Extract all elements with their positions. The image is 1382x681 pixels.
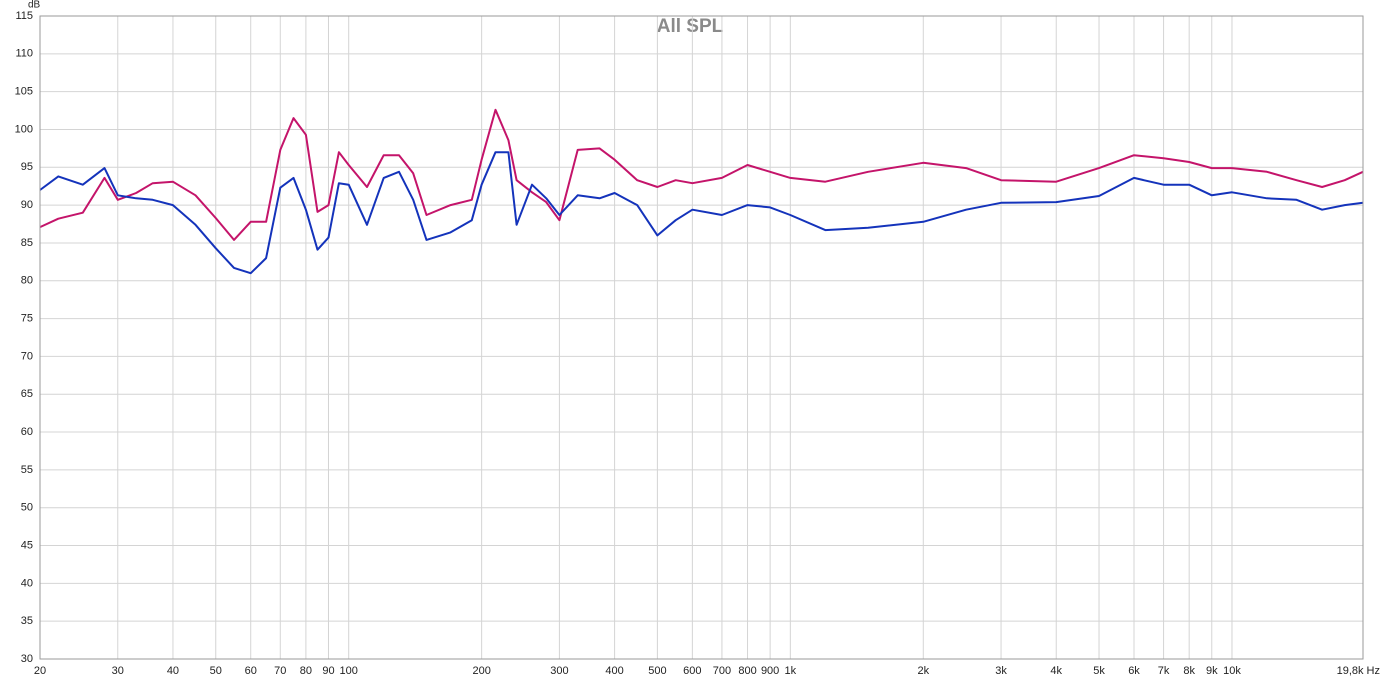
y-tick-label: 115 <box>15 10 33 22</box>
y-tick-label: 55 <box>21 464 33 476</box>
y-tick-label: 95 <box>21 161 33 173</box>
y-tick-label: 50 <box>21 502 33 514</box>
y-tick-label: 85 <box>21 237 33 249</box>
x-tick-label: 100 <box>340 665 358 677</box>
x-tick-label: 1k <box>785 665 797 677</box>
x-tick-label: 700 <box>713 665 731 677</box>
x-tick-label: 7k <box>1158 665 1170 677</box>
x-tick-label: 8k <box>1183 665 1195 677</box>
x-tick-label: 6k <box>1128 665 1140 677</box>
y-tick-label: 45 <box>21 539 33 551</box>
x-tick-label: 4k <box>1050 665 1062 677</box>
series-line <box>39 108 1364 241</box>
x-tick-label: 19,8k Hz <box>1337 665 1380 677</box>
series-line <box>39 151 1364 275</box>
y-tick-label: 75 <box>21 312 33 324</box>
x-tick-label: 50 <box>210 665 222 677</box>
plot-area <box>39 15 1364 660</box>
x-tick-label: 90 <box>322 665 334 677</box>
x-tick-label: 80 <box>300 665 312 677</box>
chart-title: All SPL <box>657 16 724 37</box>
x-tick-label: 10k <box>1223 665 1241 677</box>
x-tick-label: 40 <box>167 665 179 677</box>
y-tick-label: 65 <box>21 388 33 400</box>
x-tick-label: 2k <box>917 665 929 677</box>
x-tick-label: 200 <box>472 665 490 677</box>
y-tick-label: 100 <box>15 123 33 135</box>
x-tick-label: 600 <box>683 665 701 677</box>
x-tick-label: 900 <box>761 665 779 677</box>
y-axis-label: dB <box>28 0 41 11</box>
y-tick-label: 80 <box>21 275 33 287</box>
x-tick-label: 800 <box>738 665 756 677</box>
x-tick-label: 500 <box>648 665 666 677</box>
x-tick-label: 70 <box>274 665 286 677</box>
x-tick-label: 20 <box>34 665 46 677</box>
x-tick-label: 300 <box>550 665 568 677</box>
y-tick-label: 35 <box>21 615 33 627</box>
x-tick-label: 30 <box>112 665 124 677</box>
y-tick-label: 110 <box>15 48 33 60</box>
y-tick-label: 90 <box>21 199 33 211</box>
y-tick-label: 40 <box>21 577 33 589</box>
y-tick-label: 60 <box>21 426 33 438</box>
x-tick-label: 400 <box>605 665 623 677</box>
x-tick-label: 60 <box>245 665 257 677</box>
plot-border <box>39 15 1364 660</box>
x-tick-label: 5k <box>1093 665 1105 677</box>
y-tick-label: 30 <box>21 653 33 665</box>
x-tick-label: 3k <box>995 665 1007 677</box>
x-tick-label: 9k <box>1206 665 1218 677</box>
y-tick-label: 70 <box>21 350 33 362</box>
y-tick-label: 105 <box>15 86 33 98</box>
